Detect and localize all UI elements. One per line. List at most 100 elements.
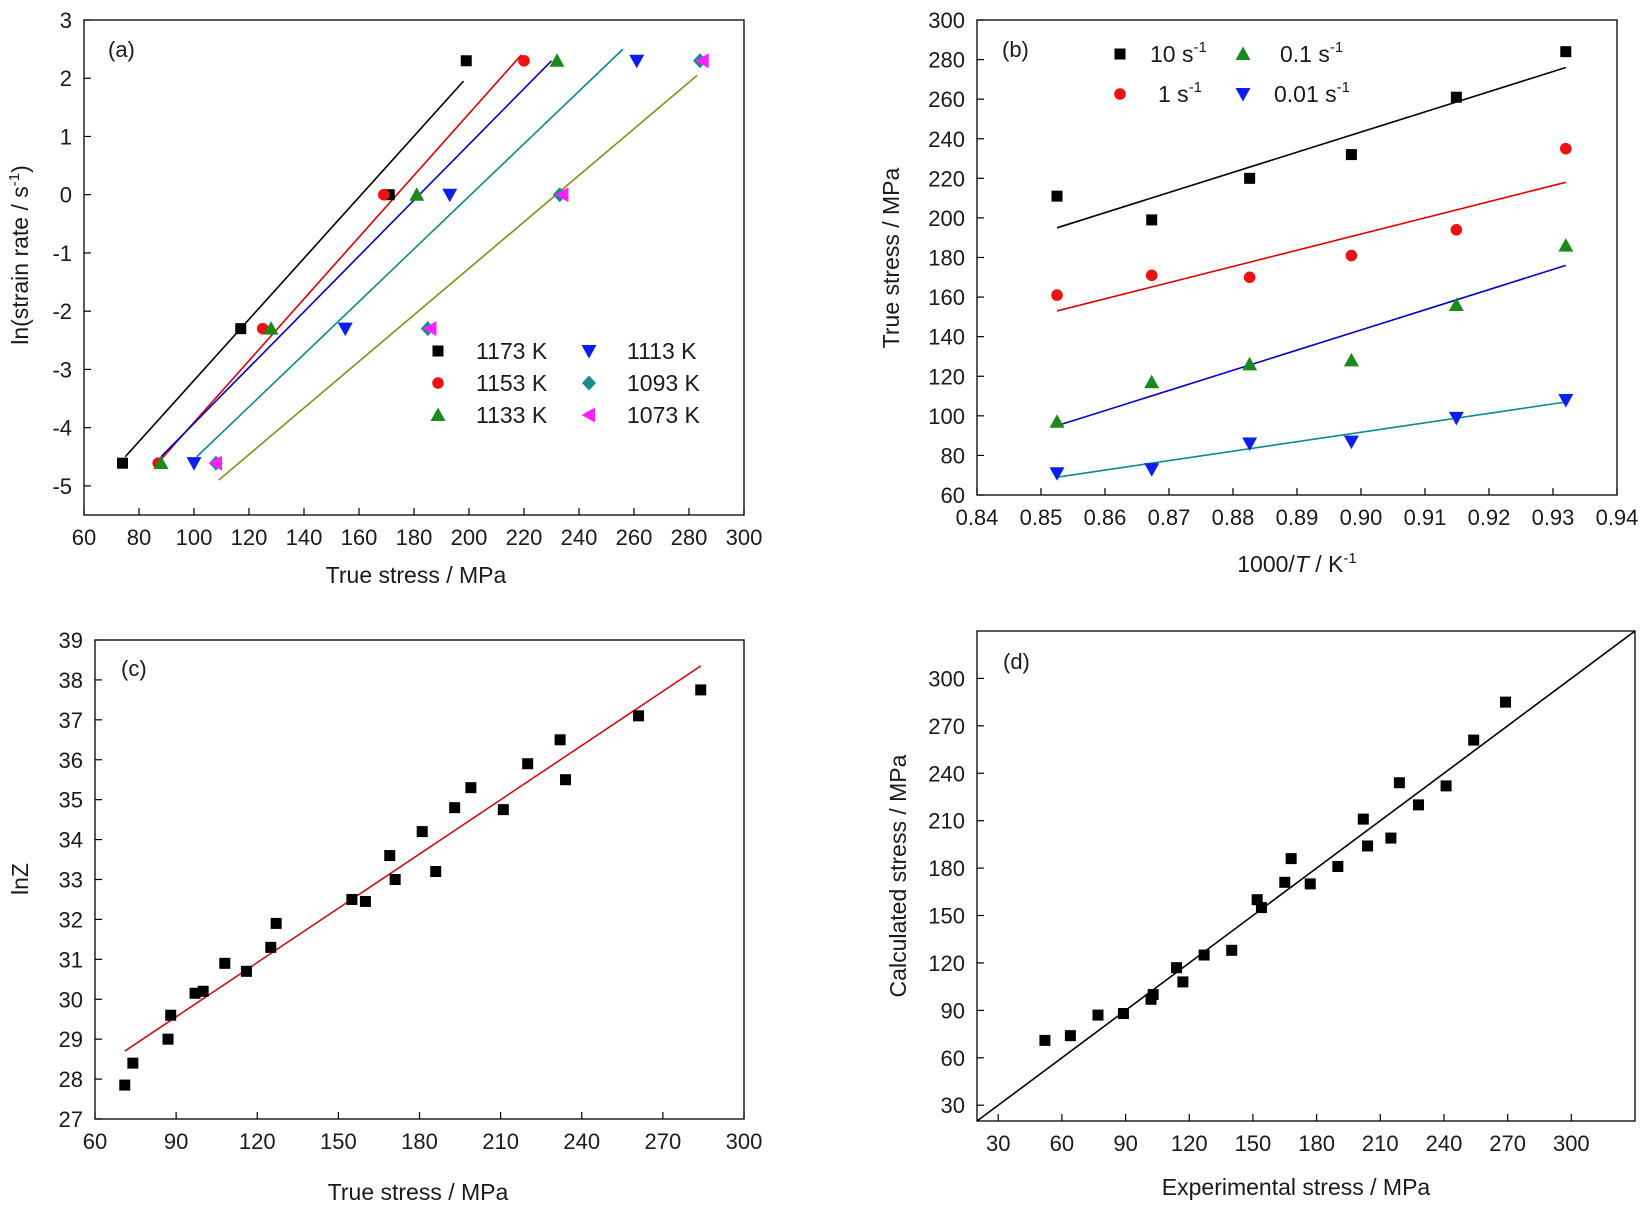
data-point-series-1 <box>1393 777 1405 789</box>
x-tick-label: 0.91 <box>1404 505 1447 530</box>
data-point-series-3 <box>1049 414 1065 428</box>
y-tick-label: 39 <box>59 628 83 653</box>
x-tick-label: 30 <box>986 1131 1010 1156</box>
x-tick-label: 120 <box>1171 1131 1208 1156</box>
x-tick-label: 280 <box>671 525 708 550</box>
y-tick-label: 34 <box>59 828 83 853</box>
data-point-series-1 <box>1440 780 1452 792</box>
x-tick-label: 90 <box>1113 1131 1137 1156</box>
panel-label-c: (c) <box>121 656 147 681</box>
x-axis-label-d: Experimental stress / MPa <box>1162 1174 1431 1200</box>
data-point-series-4 <box>186 457 202 471</box>
legend-marker-1 <box>1114 48 1126 60</box>
x-tick-label: 150 <box>320 1129 357 1154</box>
y-tick-label: 270 <box>928 714 965 739</box>
x-tick-label: 180 <box>1298 1131 1335 1156</box>
data-point-series-3 <box>1558 238 1574 252</box>
data-point-series-1 <box>1385 832 1397 844</box>
data-point-series-2 <box>1145 269 1158 282</box>
y-tick-label: 60 <box>941 483 965 508</box>
y-tick-label: 37 <box>59 708 83 733</box>
x-axis-label-a: True stress / MPa <box>326 562 507 588</box>
data-point-series-3 <box>1242 356 1258 371</box>
fit-line-2 <box>157 54 522 464</box>
fit-line-1 <box>1056 66 1567 229</box>
x-tick-label: 120 <box>231 525 268 550</box>
data-point-series-1 <box>1332 861 1344 873</box>
data-point-series-1 <box>1117 1008 1129 1020</box>
y-tick-label: 200 <box>928 206 965 231</box>
data-point-series-2 <box>377 188 390 201</box>
panel-b: 0.84 0.85 0.86 0.87 0.88 0.89 0.90 0.91 0.92 0.93… <box>878 8 1638 577</box>
x-tick-label: 160 <box>341 525 378 550</box>
data-point-series-1 <box>1171 962 1183 974</box>
legend-label-2: 1153 K <box>476 370 548 396</box>
y-tick-label: 36 <box>59 748 83 773</box>
data-point-series-4 <box>337 322 353 337</box>
data-point-series-2 <box>1560 142 1572 155</box>
y-tick-label: 35 <box>59 788 83 813</box>
legend-label-1: 1173 K <box>476 338 548 364</box>
x-tick-label: 200 <box>451 525 488 550</box>
data-point-series-1 <box>554 734 566 746</box>
data-point-series-1 <box>1468 734 1480 746</box>
y-tick-label: 2 <box>60 66 72 91</box>
legend-label-6: 1073 K <box>627 402 701 428</box>
legend-a: 1173 K 1153 K 1133 K 1113 K 1093 K 1073 K <box>430 338 701 428</box>
data-point-series-1 <box>1198 949 1210 961</box>
x-tick-label: 270 <box>645 1129 682 1154</box>
data-point-series-3 <box>1144 374 1160 389</box>
data-point-series-1 <box>1412 799 1424 811</box>
y-tick-label: -5 <box>52 474 72 499</box>
panel-d: 30 60 90 120 150 180 210 240 270 300 30 60 90 120 150… <box>885 630 1636 1200</box>
x-tick-label: 100 <box>176 525 213 550</box>
panel-label-d: (d) <box>1003 649 1030 674</box>
x-tick-label: 80 <box>127 525 151 550</box>
y-tick-label: 120 <box>928 364 965 389</box>
x-tick-label: 270 <box>1489 1131 1526 1156</box>
x-tick-label: 60 <box>72 525 96 550</box>
data-point-series-2 <box>1345 249 1358 262</box>
legend-label-2: 1 s-1 <box>1158 79 1202 107</box>
y-tick-label: 0 <box>60 183 72 208</box>
data-point-series-1 <box>1362 840 1374 852</box>
data-point-series-1 <box>235 323 247 335</box>
data-point-series-1 <box>460 55 472 67</box>
y-tick-label: -1 <box>52 241 72 266</box>
x-tick-label: 120 <box>239 1129 276 1154</box>
legend-marker-1 <box>432 345 444 357</box>
data-point-series-1 <box>359 895 371 907</box>
legend-marker-4 <box>1235 88 1251 102</box>
data-point-series-1 <box>497 804 509 816</box>
data-point-series-1 <box>189 987 201 999</box>
data-point-series-1 <box>162 1033 174 1045</box>
y-tick-label: 38 <box>59 668 83 693</box>
y-tick-label: 27 <box>59 1107 83 1132</box>
x-axis-label-c: True stress / MPa <box>328 1179 509 1205</box>
y-tick-label: 1 <box>60 124 72 149</box>
data-point-series-1 <box>695 684 707 696</box>
legend-marker-5 <box>582 375 596 391</box>
y-tick-label: 220 <box>928 166 965 191</box>
y-tick-label: 180 <box>928 856 965 881</box>
x-tick-label: 210 <box>1362 1131 1399 1156</box>
y-tick-label: 260 <box>928 87 965 112</box>
fit-line-1 <box>124 80 465 458</box>
legend-marker-2 <box>1114 88 1126 100</box>
data-point-series-2 <box>518 54 530 67</box>
data-point-series-1 <box>1244 172 1256 184</box>
data-point-series-1 <box>1500 696 1512 708</box>
y-tick-label: 240 <box>928 127 965 152</box>
y-tick-label: 90 <box>941 998 965 1023</box>
data-point-series-1 <box>270 917 282 929</box>
data-point-series-3 <box>409 187 425 201</box>
fit-line-3 <box>1056 264 1567 427</box>
data-point-series-1 <box>346 893 358 905</box>
fit-line-3 <box>160 60 553 458</box>
y-tick-label: 60 <box>941 1046 965 1071</box>
x-tick-label: 300 <box>726 525 763 550</box>
plot-area-d <box>976 630 1636 1122</box>
data-point-series-1 <box>1177 976 1189 988</box>
x-tick-label: 300 <box>726 1129 763 1154</box>
panel-c: 60 90 120 150 180 210 240 270 300 27 28 29 30 31 32 33… <box>7 628 762 1205</box>
